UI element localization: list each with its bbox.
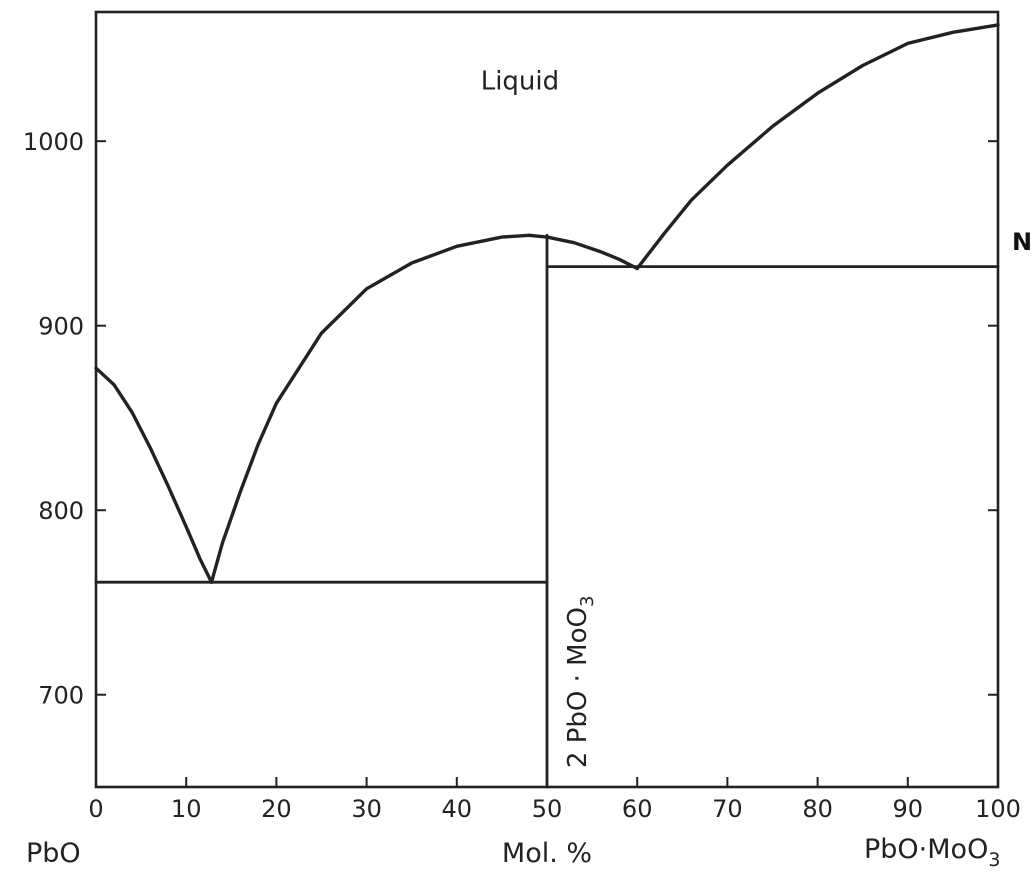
x-axis-ticks: 0 10 20 30 40 50 60 70 80 90 100 <box>88 777 1021 823</box>
x-tick-label: 30 <box>351 795 382 823</box>
x-axis-left-component: PbO <box>26 838 81 869</box>
x-axis-right-component-subscript: 3 <box>988 849 1000 871</box>
x-axis-label: Mol. % <box>502 838 592 869</box>
y-tick-label: 900 <box>38 313 84 341</box>
liquidus-line <box>94 366 214 584</box>
x-tick-label: 50 <box>532 795 563 823</box>
x-axis-right-component-main: PbO·MoO <box>864 834 988 865</box>
x-tick-label: 100 <box>975 795 1021 823</box>
compound-label-main: 2 PbO · MoO <box>563 607 593 768</box>
stray-letter: N <box>1012 228 1031 256</box>
x-axis-right-component: PbO·MoO3 <box>864 834 1000 871</box>
phase-curves <box>94 23 1000 789</box>
x-tick-label: 20 <box>261 795 292 823</box>
x-tick-label: 10 <box>171 795 202 823</box>
x-tick-label: 0 <box>88 795 103 823</box>
compound-label: 2 PbO · MoO3 <box>563 596 598 769</box>
y-tick-label: 1000 <box>23 128 84 156</box>
y-tick-label: 800 <box>38 497 84 525</box>
plot-frame <box>94 10 1000 789</box>
liquidus-line <box>527 233 639 271</box>
x-tick-label: 90 <box>893 795 924 823</box>
x-tick-label: 80 <box>802 795 833 823</box>
x-tick-label: 60 <box>622 795 653 823</box>
liquidus-line <box>635 23 1000 271</box>
x-tick-label: 70 <box>712 795 743 823</box>
y-axis-ticks: 700 800 900 1000 <box>23 128 998 710</box>
liquid-region-label: Liquid <box>481 67 559 97</box>
liquidus-line <box>209 233 531 584</box>
y-tick-label: 700 <box>38 682 84 710</box>
compound-label-subscript: 3 <box>577 596 598 607</box>
x-tick-label: 40 <box>442 795 473 823</box>
